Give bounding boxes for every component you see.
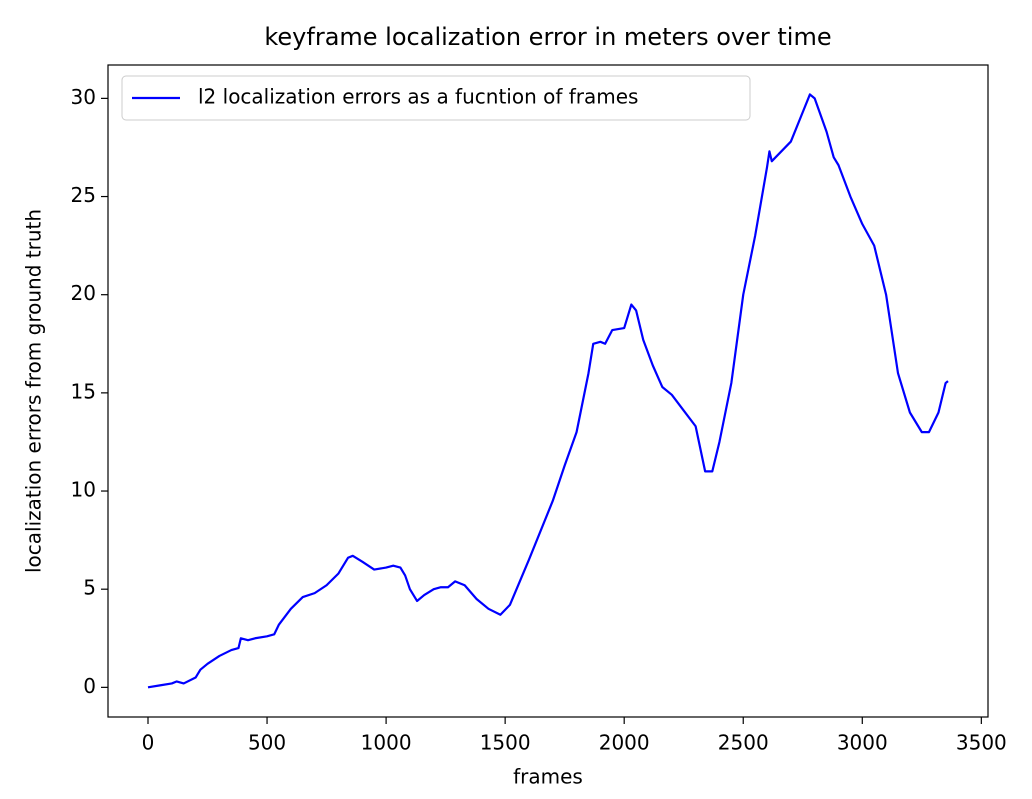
x-tick-label: 1500	[480, 731, 531, 755]
x-tick-label: 500	[248, 731, 286, 755]
plot-frame	[107, 64, 989, 718]
y-tick-label: 25	[71, 183, 96, 207]
y-tick-label: 30	[71, 85, 96, 109]
x-tick-label: 1000	[361, 731, 412, 755]
x-tick-label: 2000	[599, 731, 650, 755]
x-tick-label: 0	[142, 731, 155, 755]
y-tick-label: 5	[83, 576, 96, 600]
y-tick-label: 0	[83, 674, 96, 698]
y-tick-label: 10	[71, 478, 96, 502]
legend-label: l2 localization errors as a fucntion of …	[198, 85, 638, 109]
y-tick-label: 20	[71, 281, 96, 305]
x-tick-label: 3000	[837, 731, 888, 755]
x-tick-label: 3500	[956, 731, 1007, 755]
x-tick-label: 2500	[718, 731, 769, 755]
x-axis-label: frames	[513, 765, 583, 789]
y-axis-label: localization errors from ground truth	[22, 209, 46, 573]
chart-title: keyframe localization error in meters ov…	[264, 23, 831, 51]
line-series	[147, 93, 949, 689]
legend-box	[121, 75, 751, 121]
y-tick-label: 15	[71, 379, 96, 403]
